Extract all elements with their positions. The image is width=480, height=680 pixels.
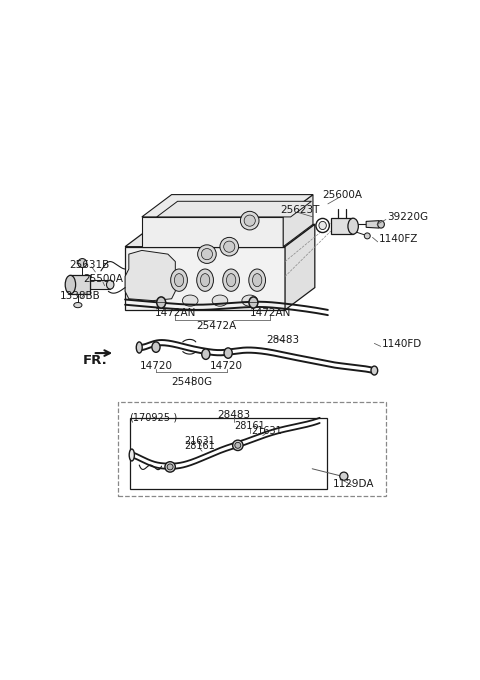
Ellipse shape bbox=[242, 295, 258, 306]
Text: 39220G: 39220G bbox=[387, 212, 429, 222]
Ellipse shape bbox=[378, 220, 384, 228]
Circle shape bbox=[220, 237, 239, 256]
Ellipse shape bbox=[129, 449, 134, 461]
Text: 1472AN: 1472AN bbox=[250, 308, 291, 318]
Polygon shape bbox=[90, 280, 110, 289]
Text: 28483: 28483 bbox=[217, 410, 251, 420]
Ellipse shape bbox=[74, 303, 82, 307]
Ellipse shape bbox=[340, 472, 348, 480]
Text: 21631: 21631 bbox=[184, 436, 215, 446]
Bar bbox=[118, 402, 385, 496]
Polygon shape bbox=[125, 250, 175, 301]
Ellipse shape bbox=[136, 342, 142, 353]
Text: 14720: 14720 bbox=[210, 362, 243, 371]
Text: FR.: FR. bbox=[83, 354, 108, 367]
Text: 25600A: 25600A bbox=[323, 190, 363, 201]
Circle shape bbox=[198, 245, 216, 263]
Circle shape bbox=[167, 464, 173, 470]
Ellipse shape bbox=[249, 269, 265, 291]
Ellipse shape bbox=[249, 297, 258, 308]
Circle shape bbox=[233, 440, 243, 451]
Polygon shape bbox=[366, 220, 379, 228]
Circle shape bbox=[78, 258, 87, 267]
Ellipse shape bbox=[371, 366, 378, 375]
Circle shape bbox=[202, 249, 213, 260]
Ellipse shape bbox=[202, 349, 210, 360]
Text: 1472AN: 1472AN bbox=[155, 308, 196, 318]
Text: 25472A: 25472A bbox=[196, 320, 236, 330]
Circle shape bbox=[165, 462, 175, 472]
Polygon shape bbox=[331, 218, 353, 234]
Polygon shape bbox=[156, 201, 312, 217]
Text: 1338BB: 1338BB bbox=[60, 291, 101, 301]
Ellipse shape bbox=[107, 280, 114, 289]
Polygon shape bbox=[142, 217, 283, 247]
Text: 25480G: 25480G bbox=[171, 377, 213, 388]
Text: (170925-): (170925-) bbox=[129, 413, 177, 423]
Polygon shape bbox=[283, 194, 313, 247]
Text: 25623T: 25623T bbox=[280, 205, 320, 216]
Text: 28161: 28161 bbox=[184, 441, 215, 451]
Text: 25500A: 25500A bbox=[83, 275, 123, 284]
Text: 1140FD: 1140FD bbox=[382, 339, 422, 349]
Text: 14720: 14720 bbox=[140, 362, 172, 371]
Text: 28483: 28483 bbox=[266, 335, 300, 345]
Ellipse shape bbox=[348, 218, 359, 234]
Circle shape bbox=[235, 443, 241, 448]
Text: 25631B: 25631B bbox=[70, 260, 110, 269]
Ellipse shape bbox=[224, 348, 232, 358]
Text: 21631: 21631 bbox=[251, 426, 282, 436]
Ellipse shape bbox=[223, 269, 240, 291]
Ellipse shape bbox=[171, 269, 187, 291]
Polygon shape bbox=[285, 224, 315, 310]
Polygon shape bbox=[125, 247, 285, 310]
Circle shape bbox=[244, 215, 255, 226]
Circle shape bbox=[224, 241, 235, 252]
Circle shape bbox=[240, 211, 259, 230]
Ellipse shape bbox=[252, 273, 262, 287]
Text: 28161: 28161 bbox=[234, 421, 265, 431]
Ellipse shape bbox=[201, 273, 210, 287]
Ellipse shape bbox=[65, 275, 76, 294]
Polygon shape bbox=[71, 275, 90, 294]
Bar bbox=[130, 418, 327, 489]
Ellipse shape bbox=[152, 342, 160, 352]
Text: 1129DA: 1129DA bbox=[333, 479, 374, 489]
Ellipse shape bbox=[319, 222, 326, 230]
Polygon shape bbox=[125, 224, 315, 247]
Ellipse shape bbox=[157, 297, 166, 308]
Ellipse shape bbox=[197, 269, 214, 291]
Ellipse shape bbox=[227, 273, 236, 287]
Ellipse shape bbox=[174, 273, 184, 287]
Ellipse shape bbox=[364, 233, 370, 239]
Polygon shape bbox=[142, 194, 313, 217]
Ellipse shape bbox=[316, 218, 329, 233]
Text: 1140FZ: 1140FZ bbox=[379, 234, 419, 244]
Ellipse shape bbox=[182, 295, 198, 306]
Ellipse shape bbox=[212, 295, 228, 306]
